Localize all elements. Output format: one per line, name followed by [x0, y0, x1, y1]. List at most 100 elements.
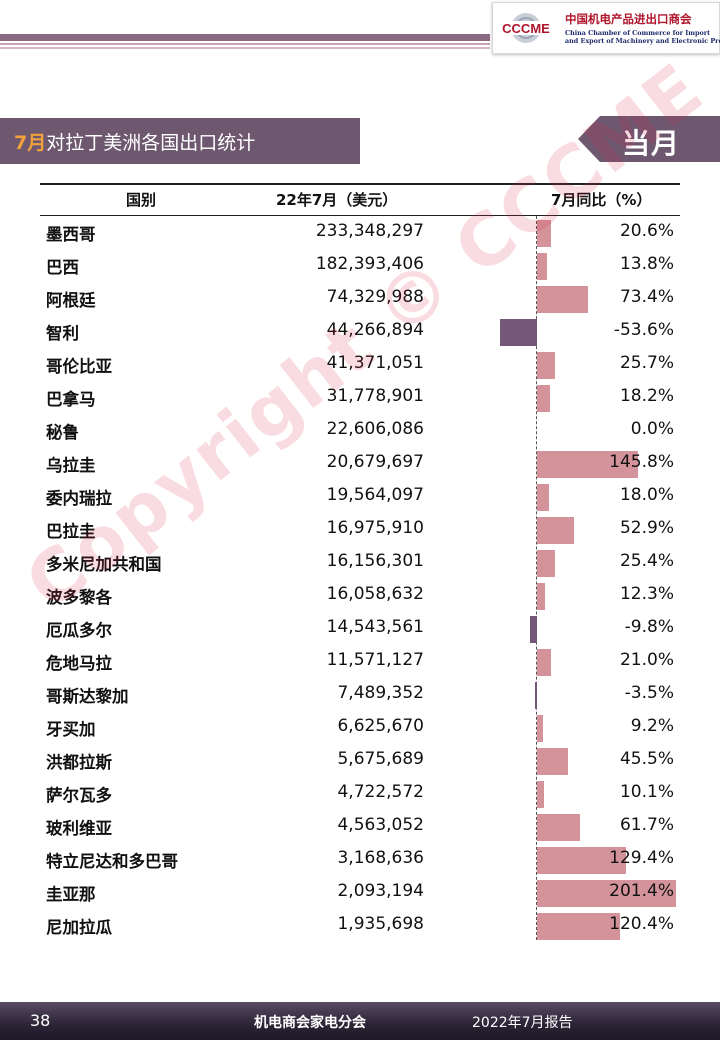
country-cell: 巴西 — [46, 258, 79, 277]
table-row: 墨西哥 233,348,297 20.6% — [0, 217, 720, 250]
org-logo: CCCME 中国机电产品进出口商会 China Chamber of Comme… — [492, 2, 720, 54]
yoy-bar — [537, 583, 546, 610]
header-stripe — [0, 43, 490, 45]
section-title-text: 对拉丁美洲各国出口统计 — [46, 132, 256, 154]
table-row: 委内瑞拉 19,564,097 18.0% — [0, 481, 720, 514]
value-cell: 3,168,636 — [337, 848, 424, 868]
yoy-cell: 201.4% — [609, 881, 674, 901]
country-cell: 牙买加 — [46, 720, 96, 739]
yoy-cell: 73.4% — [619, 287, 674, 307]
yoy-cell: 13.8% — [619, 254, 674, 274]
table-row: 多米尼加共和国 16,156,301 25.4% — [0, 547, 720, 580]
yoy-bar — [530, 616, 537, 643]
yoy-cell: 9.2% — [630, 716, 674, 736]
country-cell: 委内瑞拉 — [46, 489, 112, 508]
yoy-bar — [537, 517, 574, 544]
country-cell: 洪都拉斯 — [46, 753, 112, 772]
table-row: 圭亚那 2,093,194 201.4% — [0, 877, 720, 910]
table-row: 阿根廷 74,329,988 73.4% — [0, 283, 720, 316]
value-cell: 16,975,910 — [326, 518, 424, 538]
table-row: 尼加拉瓜 1,935,698 120.4% — [0, 910, 720, 943]
yoy-bar — [537, 913, 621, 940]
value-cell: 1,935,698 — [337, 914, 424, 934]
country-cell: 秘鲁 — [46, 423, 79, 442]
header-country: 国别 — [126, 191, 157, 209]
value-cell: 4,563,052 — [337, 815, 424, 835]
value-cell: 20,679,697 — [326, 452, 424, 472]
yoy-cell: 20.6% — [619, 221, 674, 241]
country-cell: 厄瓜多尔 — [46, 621, 112, 640]
header-value: 22年7月（美元） — [276, 191, 398, 209]
yoy-bar — [537, 220, 552, 247]
yoy-cell: 18.0% — [619, 485, 674, 505]
yoy-cell: 25.7% — [619, 353, 674, 373]
yoy-cell: 45.5% — [619, 749, 674, 769]
table-row: 巴拉圭 16,975,910 52.9% — [0, 514, 720, 547]
table-row: 乌拉圭 20,679,697 145.8% — [0, 448, 720, 481]
svg-text:CCCME: CCCME — [502, 21, 550, 36]
yoy-bar — [537, 781, 544, 808]
yoy-bar — [537, 814, 580, 841]
country-cell: 阿根廷 — [46, 291, 96, 310]
yoy-bar — [537, 880, 676, 907]
org-name-cn: 中国机电产品进出口商会 — [565, 12, 692, 26]
yoy-cell: 21.0% — [619, 650, 674, 670]
value-cell: 41,371,051 — [326, 353, 424, 373]
period-badge: 当月 — [578, 116, 720, 162]
yoy-bar — [537, 286, 588, 313]
value-cell: 31,778,901 — [326, 386, 424, 406]
section-title-month: 7月 — [14, 132, 47, 154]
table-row: 洪都拉斯 5,675,689 45.5% — [0, 745, 720, 778]
value-cell: 4,722,572 — [337, 782, 424, 802]
yoy-cell: -3.5% — [624, 683, 674, 703]
country-cell: 多米尼加共和国 — [46, 555, 162, 574]
table-row: 哥伦比亚 41,371,051 25.7% — [0, 349, 720, 382]
yoy-cell: 129.4% — [609, 848, 674, 868]
table-row: 厄瓜多尔 14,543,561 -9.8% — [0, 613, 720, 646]
footer-org: 机电商会家电分会 — [254, 1015, 366, 1031]
yoy-bar — [537, 352, 555, 379]
table-row: 巴西 182,393,406 13.8% — [0, 250, 720, 283]
value-cell: 16,058,632 — [326, 584, 424, 604]
yoy-cell: 145.8% — [609, 452, 674, 472]
yoy-bar — [534, 682, 537, 709]
yoy-cell: 25.4% — [619, 551, 674, 571]
value-cell: 6,625,670 — [337, 716, 424, 736]
table-row: 波多黎各 16,058,632 12.3% — [0, 580, 720, 613]
yoy-bar — [537, 715, 544, 742]
country-cell: 巴拿马 — [46, 390, 96, 409]
yoy-cell: 0.0% — [630, 419, 674, 439]
yoy-cell: 18.2% — [619, 386, 674, 406]
section-title-bar: 7月对拉丁美洲各国出口统计 — [0, 118, 360, 164]
value-cell: 5,675,689 — [337, 749, 424, 769]
footer-bar: 38 机电商会家电分会 2022年7月报告 — [0, 1002, 720, 1040]
value-cell: 16,156,301 — [326, 551, 424, 571]
yoy-cell: 12.3% — [619, 584, 674, 604]
header-yoy: 7月同比（%） — [551, 191, 652, 209]
country-cell: 萨尔瓦多 — [46, 786, 112, 805]
table-row: 玻利维亚 4,563,052 61.7% — [0, 811, 720, 844]
yoy-cell: 10.1% — [619, 782, 674, 802]
value-cell: 74,329,988 — [326, 287, 424, 307]
country-cell: 哥斯达黎加 — [46, 687, 129, 706]
yoy-bar — [500, 319, 537, 346]
header-stripe — [0, 34, 490, 41]
yoy-cell: 61.7% — [619, 815, 674, 835]
table-row: 秘鲁 22,606,086 0.0% — [0, 415, 720, 448]
yoy-bar — [537, 649, 552, 676]
table-row: 智利 44,266,894 -53.6% — [0, 316, 720, 349]
yoy-cell: 120.4% — [609, 914, 674, 934]
table-row: 危地马拉 11,571,127 21.0% — [0, 646, 720, 679]
org-name-en: China Chamber of Commerce for Import and… — [565, 29, 720, 45]
header-stripe — [0, 47, 490, 49]
country-cell: 波多黎各 — [46, 588, 112, 607]
value-cell: 7,489,352 — [337, 683, 424, 703]
page-number: 38 — [30, 1011, 51, 1030]
table-row: 特立尼达和多巴哥 3,168,636 129.4% — [0, 844, 720, 877]
value-cell: 22,606,086 — [326, 419, 424, 439]
table-row: 巴拿马 31,778,901 18.2% — [0, 382, 720, 415]
country-cell: 尼加拉瓜 — [46, 918, 112, 937]
table-top-rule — [40, 183, 680, 185]
yoy-bar — [537, 451, 638, 478]
country-cell: 墨西哥 — [46, 225, 96, 244]
